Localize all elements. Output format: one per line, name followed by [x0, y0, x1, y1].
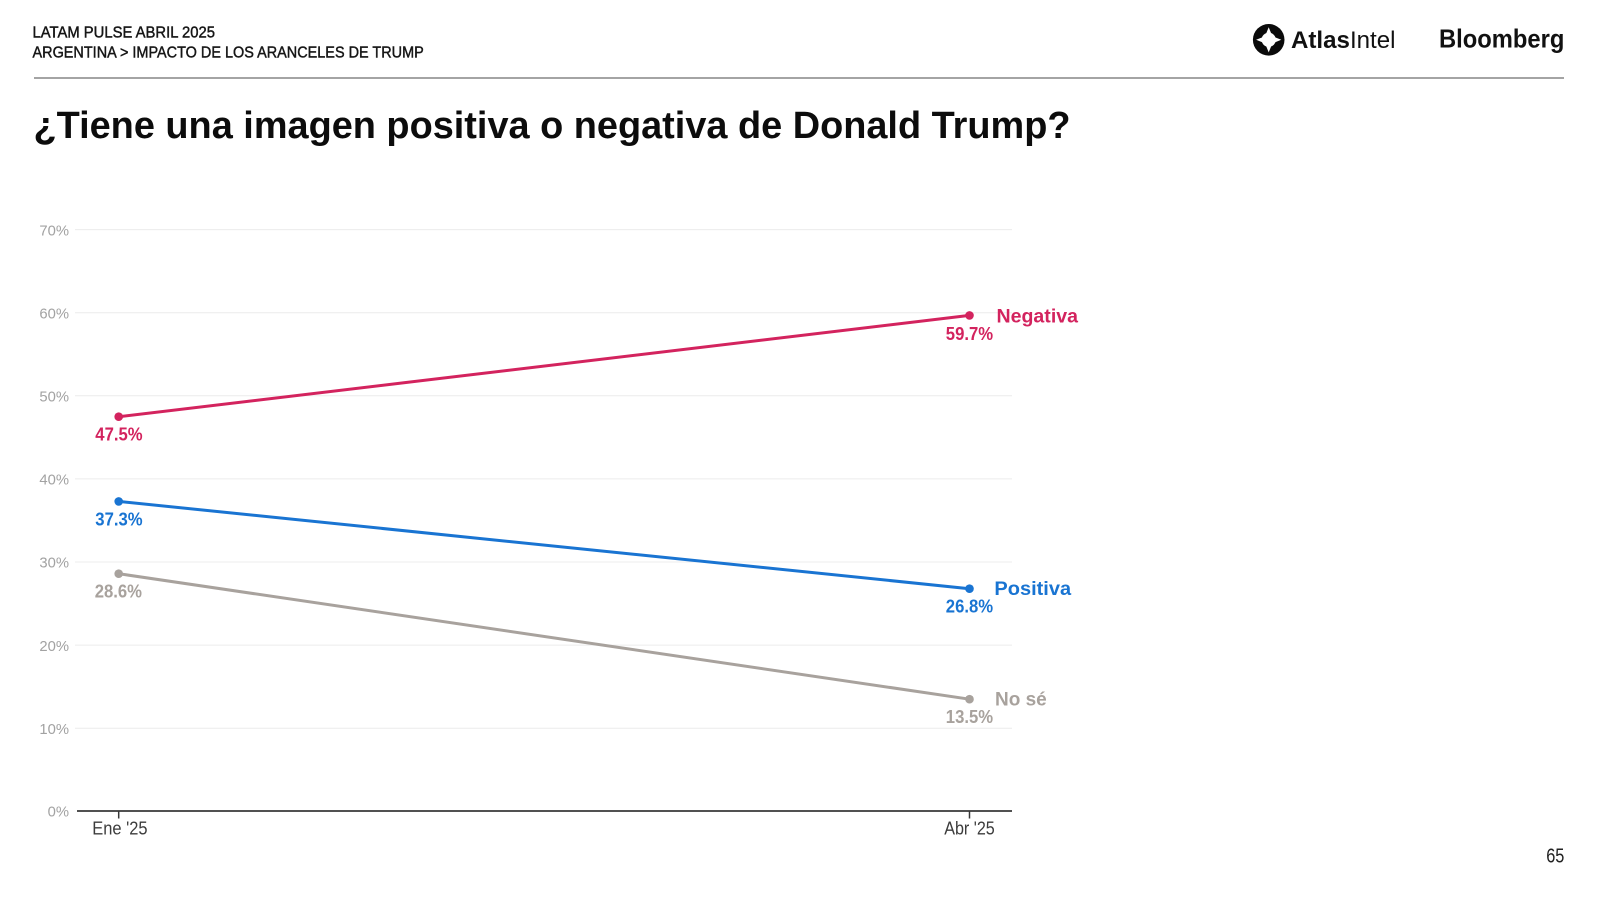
svg-text:AtlasIntel: AtlasIntel [1291, 27, 1396, 54]
svg-text:70%: 70% [39, 223, 69, 239]
svg-text:20%: 20% [39, 639, 69, 655]
svg-text:Negativa: Negativa [997, 305, 1079, 327]
svg-text:26.8%: 26.8% [946, 597, 993, 617]
svg-text:40%: 40% [39, 473, 69, 489]
svg-text:13.5%: 13.5% [946, 707, 993, 727]
svg-text:Abr '25: Abr '25 [944, 819, 995, 839]
svg-text:65: 65 [1546, 846, 1564, 868]
svg-text:30%: 30% [39, 556, 69, 572]
svg-text:¿Tiene una imagen positiva o n: ¿Tiene una imagen positiva o negativa de… [34, 105, 1071, 147]
svg-text:59.7%: 59.7% [946, 324, 993, 344]
svg-text:47.5%: 47.5% [95, 425, 142, 445]
svg-text:50%: 50% [39, 390, 69, 406]
svg-text:0%: 0% [48, 805, 69, 821]
svg-text:28.6%: 28.6% [95, 582, 142, 602]
svg-text:ARGENTINA > IMPACTO DE LOS ARA: ARGENTINA > IMPACTO DE LOS ARANCELES DE … [33, 45, 424, 62]
svg-text:Bloomberg: Bloomberg [1439, 23, 1564, 53]
svg-text:37.3%: 37.3% [95, 509, 142, 529]
svg-text:No sé: No sé [995, 689, 1047, 711]
svg-text:Ene '25: Ene '25 [92, 819, 147, 839]
svg-text:Positiva: Positiva [994, 578, 1071, 600]
svg-text:10%: 10% [39, 722, 69, 738]
svg-text:60%: 60% [39, 306, 69, 322]
svg-text:LATAM PULSE ABRIL 2025: LATAM PULSE ABRIL 2025 [33, 25, 216, 42]
